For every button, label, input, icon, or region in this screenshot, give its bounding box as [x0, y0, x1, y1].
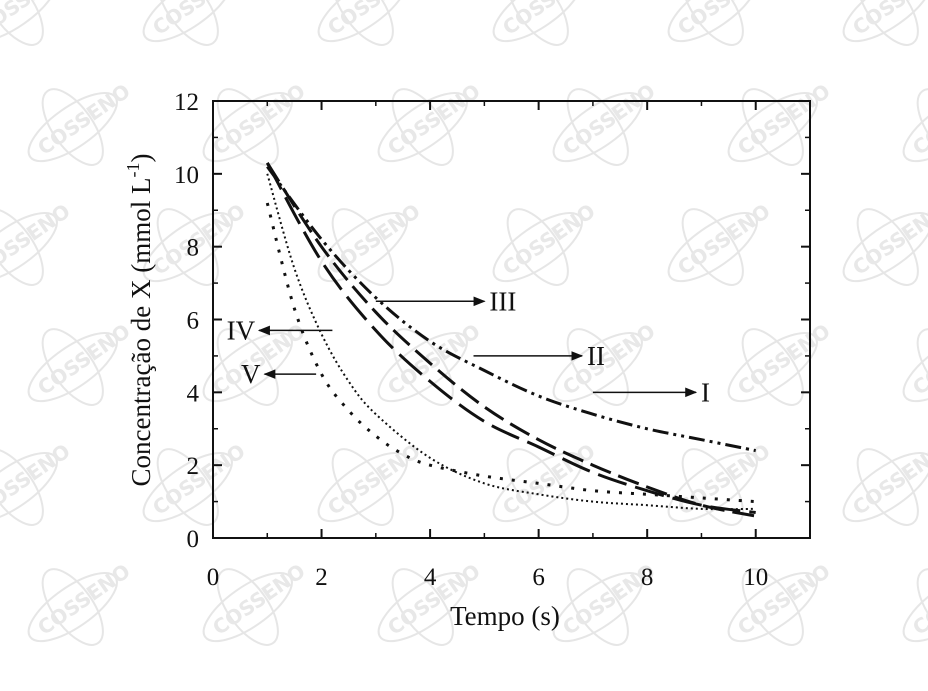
- watermark-mark: COSSENO: [902, 319, 928, 406]
- y-tick-label: 8: [187, 235, 200, 262]
- watermark-mark: COSSENO: [317, 439, 425, 526]
- x-tick-label: 6: [532, 564, 545, 591]
- x-tick-label: 8: [641, 564, 654, 591]
- watermark-mark: COSSENO: [902, 559, 928, 646]
- x-tick-label: 4: [424, 564, 437, 591]
- series-line-IV: [266, 173, 756, 511]
- watermark-mark: COSSENO: [842, 439, 928, 526]
- x-axis-label: Tempo (s): [450, 601, 560, 631]
- y-axis-label: Concentração de X (mmol L-1): [123, 154, 156, 487]
- y-tick-label: 4: [187, 380, 200, 407]
- watermark-mark: COSSENO: [667, 199, 775, 286]
- series-layer: [265, 162, 756, 518]
- watermark-mark: COSSENO: [727, 559, 835, 646]
- watermark-mark: COSSENO: [727, 319, 835, 406]
- watermark-mark: COSSENO: [0, 0, 75, 46]
- watermark-text: COSSENO: [0, 439, 75, 520]
- watermark-mark: COSSENO: [317, 0, 425, 46]
- watermark-mark: COSSENO: [667, 0, 775, 46]
- watermark-mark: COSSENO: [902, 79, 928, 166]
- annotation-label-III: III: [489, 286, 516, 316]
- y-tick-label: 6: [187, 308, 200, 335]
- axis-ticks: 0 2 4 6 8 10 0 2 4 6 8 10 12: [174, 89, 811, 591]
- y-axis-label-main: Concentração de X (mmol L: [126, 178, 156, 487]
- watermark-mark: COSSENO: [202, 559, 310, 646]
- watermark-mark: COSSENO: [492, 0, 600, 46]
- y-axis-label-end: ): [126, 154, 156, 163]
- annotation-label-IV: IV: [227, 315, 256, 345]
- watermark-mark: COSSENO: [727, 79, 835, 166]
- y-tick-label: 0: [187, 526, 200, 553]
- x-tick-label: 2: [315, 564, 328, 591]
- y-tick-label: 12: [174, 89, 199, 116]
- annotation-label-II: II: [587, 341, 605, 371]
- watermark-mark: COSSENO: [0, 439, 75, 526]
- y-axis-label-sup: -1: [123, 163, 143, 178]
- y-tick-label: 2: [187, 453, 200, 480]
- series-line-III: [265, 162, 756, 514]
- watermark-mark: COSSENO: [552, 79, 660, 166]
- watermark-mark: COSSENO: [142, 0, 250, 46]
- watermark-mark: COSSENO: [377, 79, 485, 166]
- annotation-label-I: I: [701, 377, 710, 407]
- watermark-mark: COSSENO: [27, 559, 135, 646]
- y-tick-label: 10: [174, 162, 199, 189]
- watermark-mark: COSSENO: [842, 199, 928, 286]
- watermark-mark: COSSENO: [0, 199, 75, 286]
- series-line-II: [266, 162, 756, 518]
- watermark-mark: COSSENO: [492, 439, 600, 526]
- annotation-label-V: V: [241, 359, 261, 389]
- x-tick-label: 0: [207, 564, 220, 591]
- watermark-mark: COSSENO: [842, 0, 928, 46]
- x-tick-label: 10: [743, 564, 768, 591]
- watermark-mark: COSSENO: [202, 79, 310, 166]
- watermark-text: COSSENO: [0, 199, 75, 280]
- series-line-I: [266, 165, 756, 453]
